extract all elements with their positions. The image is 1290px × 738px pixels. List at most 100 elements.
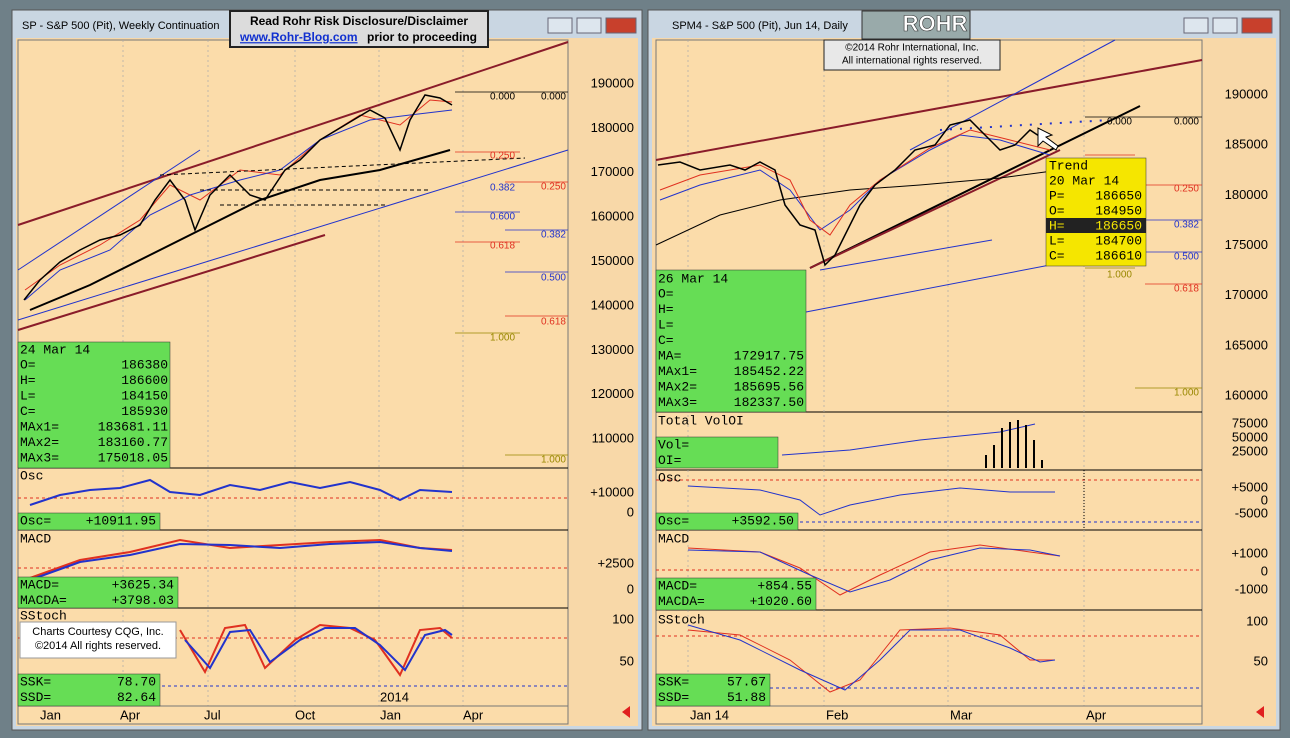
readout-value: 185695.56	[734, 379, 804, 394]
decor-polygon	[1256, 706, 1264, 718]
fib-label: 0.382	[490, 183, 515, 194]
fib-label: 0.382	[1174, 220, 1199, 231]
readout-key: MAx3=	[658, 395, 697, 410]
price-axis-label: 175000	[1225, 237, 1268, 252]
x-axis-label: Feb	[826, 707, 848, 722]
readout-key: H=	[1049, 218, 1065, 233]
decor-line	[939, 119, 1111, 131]
x-axis-label: Apr	[120, 707, 141, 722]
readout-key: MAx1=	[20, 419, 59, 434]
window-buttons[interactable]	[547, 17, 1273, 34]
readout-key: L=	[20, 388, 36, 403]
fib-label: 0.618	[541, 317, 566, 328]
readout-value: +10911.95	[86, 513, 156, 528]
readout-key: C=	[1049, 248, 1065, 263]
readout-key: L=	[1049, 233, 1065, 248]
readout-value: 186650	[1095, 188, 1142, 203]
decor-rect	[547, 17, 573, 34]
decor-rect	[19, 621, 177, 659]
x-axis-label: Oct	[295, 707, 316, 722]
decor-polyline	[29, 478, 453, 506]
decor-rect	[861, 10, 971, 40]
group	[17, 41, 569, 687]
price-axis-label: 170000	[1225, 287, 1268, 302]
readout-value: 172917.75	[734, 348, 804, 363]
readout-box	[17, 512, 161, 531]
decor-rect	[1241, 17, 1273, 34]
readout-value: 183681.11	[98, 419, 168, 434]
decor-polyline	[781, 423, 1036, 456]
decor-polyline	[24, 99, 453, 291]
price-axis-label: 185000	[1225, 137, 1268, 152]
readout-key: MACD=	[20, 577, 59, 592]
readout-key: O=	[1049, 203, 1065, 218]
trend-box	[1045, 157, 1147, 267]
decor-rect	[605, 17, 637, 34]
trend-highlight	[1046, 218, 1146, 233]
readout-value: 57.67	[727, 674, 766, 689]
panel-label: Osc	[658, 470, 681, 485]
readout-value: +3625.34	[112, 577, 175, 592]
decor-polygon	[622, 706, 630, 718]
disclaimer-text: prior to proceeding	[367, 30, 477, 44]
readout-value: +3592.50	[732, 513, 794, 528]
readout-key: MACDA=	[20, 593, 67, 608]
price-axis-label: 110000	[592, 431, 634, 446]
x-axis-label: Mar	[950, 707, 973, 722]
fib-label: 0.500	[1174, 252, 1199, 263]
decor-polyline	[687, 485, 1055, 516]
x-axis-label: Jan 14	[690, 707, 729, 722]
price-axis-label: 120000	[591, 386, 634, 401]
disclaimer-link[interactable]: www.Rohr-Blog.com	[239, 30, 358, 44]
panel-axis-label: -1000	[1235, 581, 1268, 596]
readout-key: P=	[1049, 188, 1065, 203]
readout-key: H=	[658, 302, 674, 317]
group	[159, 157, 526, 206]
fib-label: 0.000	[541, 92, 566, 103]
readout-key: MAx2=	[20, 435, 59, 450]
copyright: ©2014 Rohr International, Inc.	[845, 43, 979, 54]
readout-key: OI=	[658, 453, 682, 468]
readout-box	[17, 576, 179, 609]
courtesy: ©2014 All rights reserved.	[35, 640, 161, 652]
fib-label: 0.618	[1174, 284, 1199, 295]
panel-axis-label: -5000	[1235, 505, 1268, 520]
decor-polyline	[29, 540, 453, 581]
panel-axis-label: +5000	[1231, 479, 1268, 494]
readout-box	[655, 436, 779, 469]
courtesy: Charts Courtesy CQG, Inc.	[32, 626, 163, 638]
readout-key: MACDA=	[658, 594, 705, 609]
panel-axis-label: 75000	[1232, 415, 1268, 430]
readout-key: O=	[20, 357, 36, 372]
decor-rect	[1183, 17, 1209, 34]
decor-polyline	[655, 169, 1061, 246]
readout-value: +3798.03	[112, 593, 174, 608]
readout-value: 51.88	[727, 690, 766, 705]
decor-polyline	[687, 627, 1055, 693]
fib-label: 0.382	[541, 230, 566, 241]
readout-key: SSD=	[658, 690, 689, 705]
readout-key: MA=	[658, 348, 682, 363]
info-date: 26 Mar 14	[658, 271, 728, 286]
decor-polyline	[687, 547, 1061, 593]
readout-value: 78.70	[117, 674, 156, 689]
panel-axis-label: 50000	[1232, 429, 1268, 444]
info-box	[655, 269, 807, 413]
decor-polygon	[1037, 127, 1059, 151]
decor-rect	[823, 39, 1001, 71]
fib-label: 1.000	[1174, 388, 1199, 399]
panel-axis-label: 0	[1261, 492, 1268, 507]
readout-value: 186650	[1095, 218, 1142, 233]
readout-value: +854.55	[757, 578, 812, 593]
year-label: 2014	[380, 689, 409, 704]
panel-axis-label: 0	[1261, 563, 1268, 578]
price-axis-label: 180000	[1225, 187, 1268, 202]
decor-line	[17, 149, 569, 321]
x-axis-label: Jan	[40, 707, 61, 722]
price-axis-label: 160000	[591, 209, 634, 224]
x-axis-label: Jan	[380, 707, 401, 722]
decor-polyline	[687, 624, 1056, 691]
panel-label: MACD	[20, 531, 51, 546]
readout-value: 185452.22	[734, 364, 804, 379]
price-axis-label: 190000	[1225, 86, 1268, 101]
